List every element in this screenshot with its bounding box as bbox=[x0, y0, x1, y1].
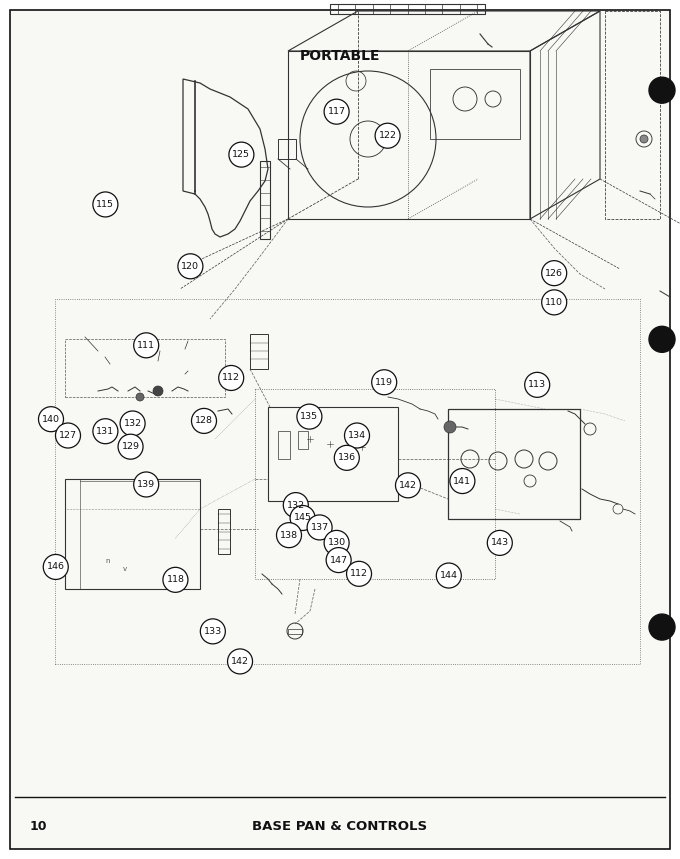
Text: 142: 142 bbox=[231, 657, 249, 666]
Text: n: n bbox=[106, 558, 110, 564]
Circle shape bbox=[178, 253, 203, 279]
Circle shape bbox=[525, 372, 549, 398]
Circle shape bbox=[120, 411, 145, 436]
Text: v: v bbox=[123, 566, 127, 572]
Bar bbox=[298, 431, 308, 449]
Circle shape bbox=[219, 365, 243, 391]
Text: 112: 112 bbox=[350, 570, 368, 578]
Text: 113: 113 bbox=[528, 381, 546, 389]
Circle shape bbox=[649, 77, 675, 103]
Text: 142: 142 bbox=[399, 481, 417, 490]
Circle shape bbox=[324, 99, 349, 125]
Text: 125: 125 bbox=[233, 150, 250, 159]
Text: 130: 130 bbox=[328, 539, 345, 547]
Text: 138: 138 bbox=[280, 531, 298, 539]
Circle shape bbox=[153, 386, 163, 396]
Text: 117: 117 bbox=[328, 107, 345, 116]
Circle shape bbox=[93, 418, 118, 444]
Bar bbox=[65, 339, 225, 397]
Text: 134: 134 bbox=[348, 431, 366, 440]
Circle shape bbox=[444, 421, 456, 433]
Text: 132: 132 bbox=[124, 419, 141, 428]
Circle shape bbox=[136, 393, 144, 401]
Text: 126: 126 bbox=[545, 269, 563, 277]
Circle shape bbox=[347, 561, 371, 587]
Circle shape bbox=[277, 522, 301, 548]
Text: 145: 145 bbox=[294, 514, 311, 522]
Circle shape bbox=[372, 369, 396, 395]
Circle shape bbox=[542, 260, 566, 286]
Bar bbox=[330, 4, 485, 14]
Circle shape bbox=[229, 142, 254, 168]
Circle shape bbox=[192, 408, 216, 434]
Text: 112: 112 bbox=[222, 374, 240, 382]
Circle shape bbox=[335, 445, 359, 471]
Circle shape bbox=[201, 618, 225, 644]
Text: 144: 144 bbox=[440, 571, 458, 580]
Circle shape bbox=[44, 554, 68, 580]
Text: 132: 132 bbox=[287, 501, 305, 509]
Circle shape bbox=[228, 649, 252, 674]
Circle shape bbox=[326, 547, 351, 573]
Circle shape bbox=[118, 434, 143, 460]
Circle shape bbox=[163, 567, 188, 593]
Text: 111: 111 bbox=[137, 341, 155, 350]
Text: 129: 129 bbox=[122, 442, 139, 451]
Circle shape bbox=[437, 563, 461, 588]
Text: 110: 110 bbox=[545, 298, 563, 307]
Circle shape bbox=[284, 492, 308, 518]
Text: 127: 127 bbox=[59, 431, 77, 440]
Text: 143: 143 bbox=[491, 539, 509, 547]
Circle shape bbox=[450, 468, 475, 494]
Circle shape bbox=[542, 289, 566, 315]
Circle shape bbox=[56, 423, 80, 448]
Bar bbox=[55, 299, 640, 664]
Text: 128: 128 bbox=[195, 417, 213, 425]
Circle shape bbox=[39, 406, 63, 432]
Bar bbox=[260, 161, 270, 239]
Circle shape bbox=[375, 123, 400, 149]
Bar bbox=[288, 629, 302, 634]
Circle shape bbox=[134, 332, 158, 358]
Bar bbox=[278, 431, 290, 459]
Text: 140: 140 bbox=[42, 415, 60, 423]
Circle shape bbox=[649, 326, 675, 352]
Circle shape bbox=[324, 530, 349, 556]
Text: 141: 141 bbox=[454, 477, 471, 485]
Bar bbox=[250, 334, 268, 369]
Circle shape bbox=[297, 404, 322, 430]
FancyBboxPatch shape bbox=[10, 10, 670, 849]
Text: 119: 119 bbox=[375, 378, 393, 387]
Text: BASE PAN & CONTROLS: BASE PAN & CONTROLS bbox=[252, 819, 428, 833]
Text: 139: 139 bbox=[137, 480, 155, 489]
Text: 10: 10 bbox=[30, 819, 48, 833]
Text: 118: 118 bbox=[167, 576, 184, 584]
Text: 136: 136 bbox=[338, 454, 356, 462]
Circle shape bbox=[307, 515, 332, 540]
Circle shape bbox=[640, 135, 648, 143]
Text: 120: 120 bbox=[182, 262, 199, 271]
Circle shape bbox=[134, 472, 158, 497]
Text: 133: 133 bbox=[204, 627, 222, 636]
Circle shape bbox=[290, 505, 315, 531]
Text: 137: 137 bbox=[311, 523, 328, 532]
Circle shape bbox=[649, 614, 675, 640]
Text: 135: 135 bbox=[301, 412, 318, 421]
Text: 131: 131 bbox=[97, 427, 114, 436]
Circle shape bbox=[488, 530, 512, 556]
Text: PORTABLE: PORTABLE bbox=[300, 49, 380, 63]
Bar bbox=[278, 139, 296, 159]
Text: 147: 147 bbox=[330, 556, 347, 564]
Circle shape bbox=[93, 192, 118, 217]
Circle shape bbox=[345, 423, 369, 448]
Text: 122: 122 bbox=[379, 131, 396, 140]
Circle shape bbox=[396, 472, 420, 498]
Bar bbox=[218, 509, 230, 554]
Text: 146: 146 bbox=[47, 563, 65, 571]
Text: 115: 115 bbox=[97, 200, 114, 209]
